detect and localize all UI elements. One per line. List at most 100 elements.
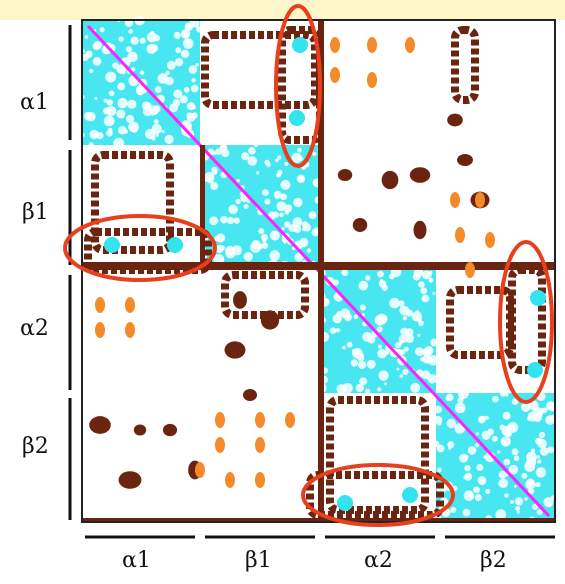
dark-contact-dot — [413, 220, 427, 240]
block-speckle — [277, 155, 282, 160]
block-speckle — [399, 349, 406, 355]
block-speckle — [398, 300, 405, 307]
block-speckle — [350, 359, 359, 367]
block-speckle — [474, 442, 480, 448]
block-speckle — [513, 484, 517, 488]
contact-region-a2-b2 — [508, 266, 546, 374]
contact-region-b2-a2 — [326, 396, 429, 514]
block-speckle — [403, 346, 409, 352]
block-speckle — [130, 67, 136, 72]
block-speckle — [150, 44, 159, 52]
block-speckle — [395, 341, 402, 349]
block-speckle — [275, 158, 279, 163]
block-speckle — [312, 151, 317, 157]
block-speckle — [355, 383, 365, 393]
block-speckle — [322, 298, 330, 306]
block-speckle — [421, 357, 425, 361]
block-speckle — [366, 359, 376, 369]
orange-contact-dot — [485, 232, 495, 248]
block-speckle — [283, 221, 291, 228]
block-speckle — [464, 464, 471, 472]
block-speckle — [250, 241, 261, 253]
block-speckle — [298, 156, 304, 162]
cyan-contact-dot — [292, 37, 308, 53]
cyan-contact-dot — [337, 495, 353, 511]
orange-contact-dot — [95, 297, 105, 313]
orange-contact-dot — [215, 437, 225, 453]
block-speckle — [520, 402, 531, 412]
block-speckle — [365, 275, 371, 281]
row-label-alpha2: α2 — [20, 316, 49, 341]
block-speckle — [446, 418, 456, 429]
matrix-border — [81, 19, 556, 523]
dark-contact-dot — [162, 423, 178, 437]
highlight-ellipse-top — [274, 4, 322, 168]
block-speckle — [498, 470, 507, 479]
contact-region-b1-a1 — [91, 151, 174, 254]
block-speckle — [507, 424, 513, 430]
block-speckle — [209, 216, 219, 226]
orange-contact-dot — [330, 37, 340, 53]
orange-contact-dot — [215, 412, 225, 428]
orange-contact-dot — [95, 322, 105, 338]
block-speckle — [433, 440, 440, 448]
block-speckle — [210, 181, 219, 191]
block-speckle — [220, 215, 228, 224]
block-speckle — [280, 193, 287, 201]
block-speckle — [155, 133, 159, 137]
block-speckle — [359, 304, 366, 311]
block-speckle — [128, 28, 134, 34]
block-speckle — [261, 238, 267, 243]
orange-contact-dot — [405, 37, 415, 53]
orange-contact-dot — [367, 37, 377, 53]
cyan-contact-dot — [167, 237, 183, 253]
block-speckle — [284, 162, 289, 167]
block-speckle — [492, 395, 499, 403]
block-speckle — [308, 211, 317, 220]
block-speckle — [113, 137, 125, 149]
block-speckle — [228, 204, 239, 215]
block-speckle — [302, 223, 312, 232]
block-speckle — [92, 57, 102, 66]
block-speckle — [432, 291, 436, 295]
block-speckle — [361, 313, 366, 317]
block-speckle — [524, 497, 528, 501]
block-speckle — [247, 156, 258, 166]
block-speckle — [183, 86, 190, 93]
block-speckle — [215, 148, 222, 155]
block-speckle — [191, 105, 196, 110]
block-speckle — [402, 315, 408, 321]
block-speckle — [376, 313, 388, 325]
block-speckle — [125, 46, 133, 53]
block-speckle — [446, 393, 454, 402]
block-speckle — [352, 348, 363, 359]
block-speckle — [273, 190, 282, 199]
block-speckle — [463, 454, 469, 460]
orange-contact-dot — [255, 472, 265, 488]
block-speckle — [127, 99, 137, 109]
dark-contact-dot — [352, 217, 368, 233]
block-speckle — [117, 82, 126, 91]
block-speckle — [434, 405, 442, 414]
row-label-alpha1: α1 — [20, 90, 49, 115]
block-speckle — [293, 197, 303, 208]
contact-region-a1-b2-strip — [451, 26, 479, 104]
block-speckle — [516, 510, 520, 514]
orange-contact-dot — [450, 192, 460, 208]
block-speckle — [336, 384, 347, 395]
block-speckle — [497, 450, 501, 454]
block-speckle — [481, 430, 491, 440]
block-speckle — [528, 488, 535, 495]
contact-region-b2-a2-band — [306, 471, 444, 519]
block-speckle — [463, 490, 475, 501]
col-label-beta1: β1 — [245, 548, 272, 573]
block-speckle — [515, 506, 521, 511]
contact-region-a1-b1 — [201, 31, 319, 109]
block-speckle — [261, 189, 269, 197]
block-speckle — [94, 96, 98, 100]
block-speckle — [235, 198, 241, 205]
block-speckle — [514, 497, 524, 506]
block-speckle — [418, 320, 424, 327]
block-speckle — [524, 461, 536, 472]
block-speckle — [88, 142, 94, 147]
